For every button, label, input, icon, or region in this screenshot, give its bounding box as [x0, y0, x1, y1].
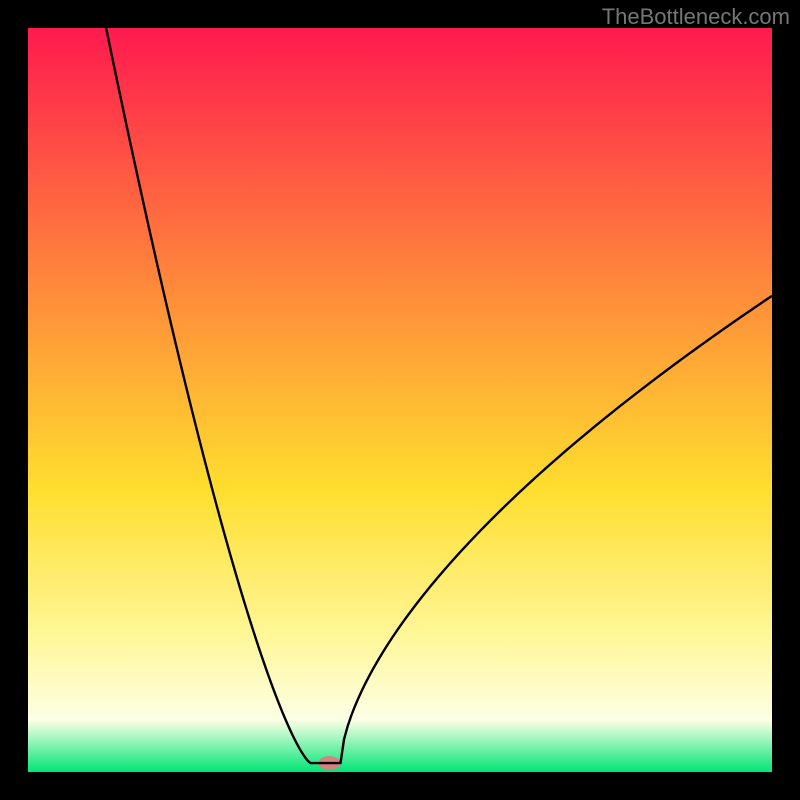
bottleneck-chart: TheBottleneck.com	[0, 0, 800, 800]
watermark-text: TheBottleneck.com	[602, 4, 790, 30]
chart-svg	[0, 0, 800, 800]
chart-plot-area	[28, 28, 772, 772]
